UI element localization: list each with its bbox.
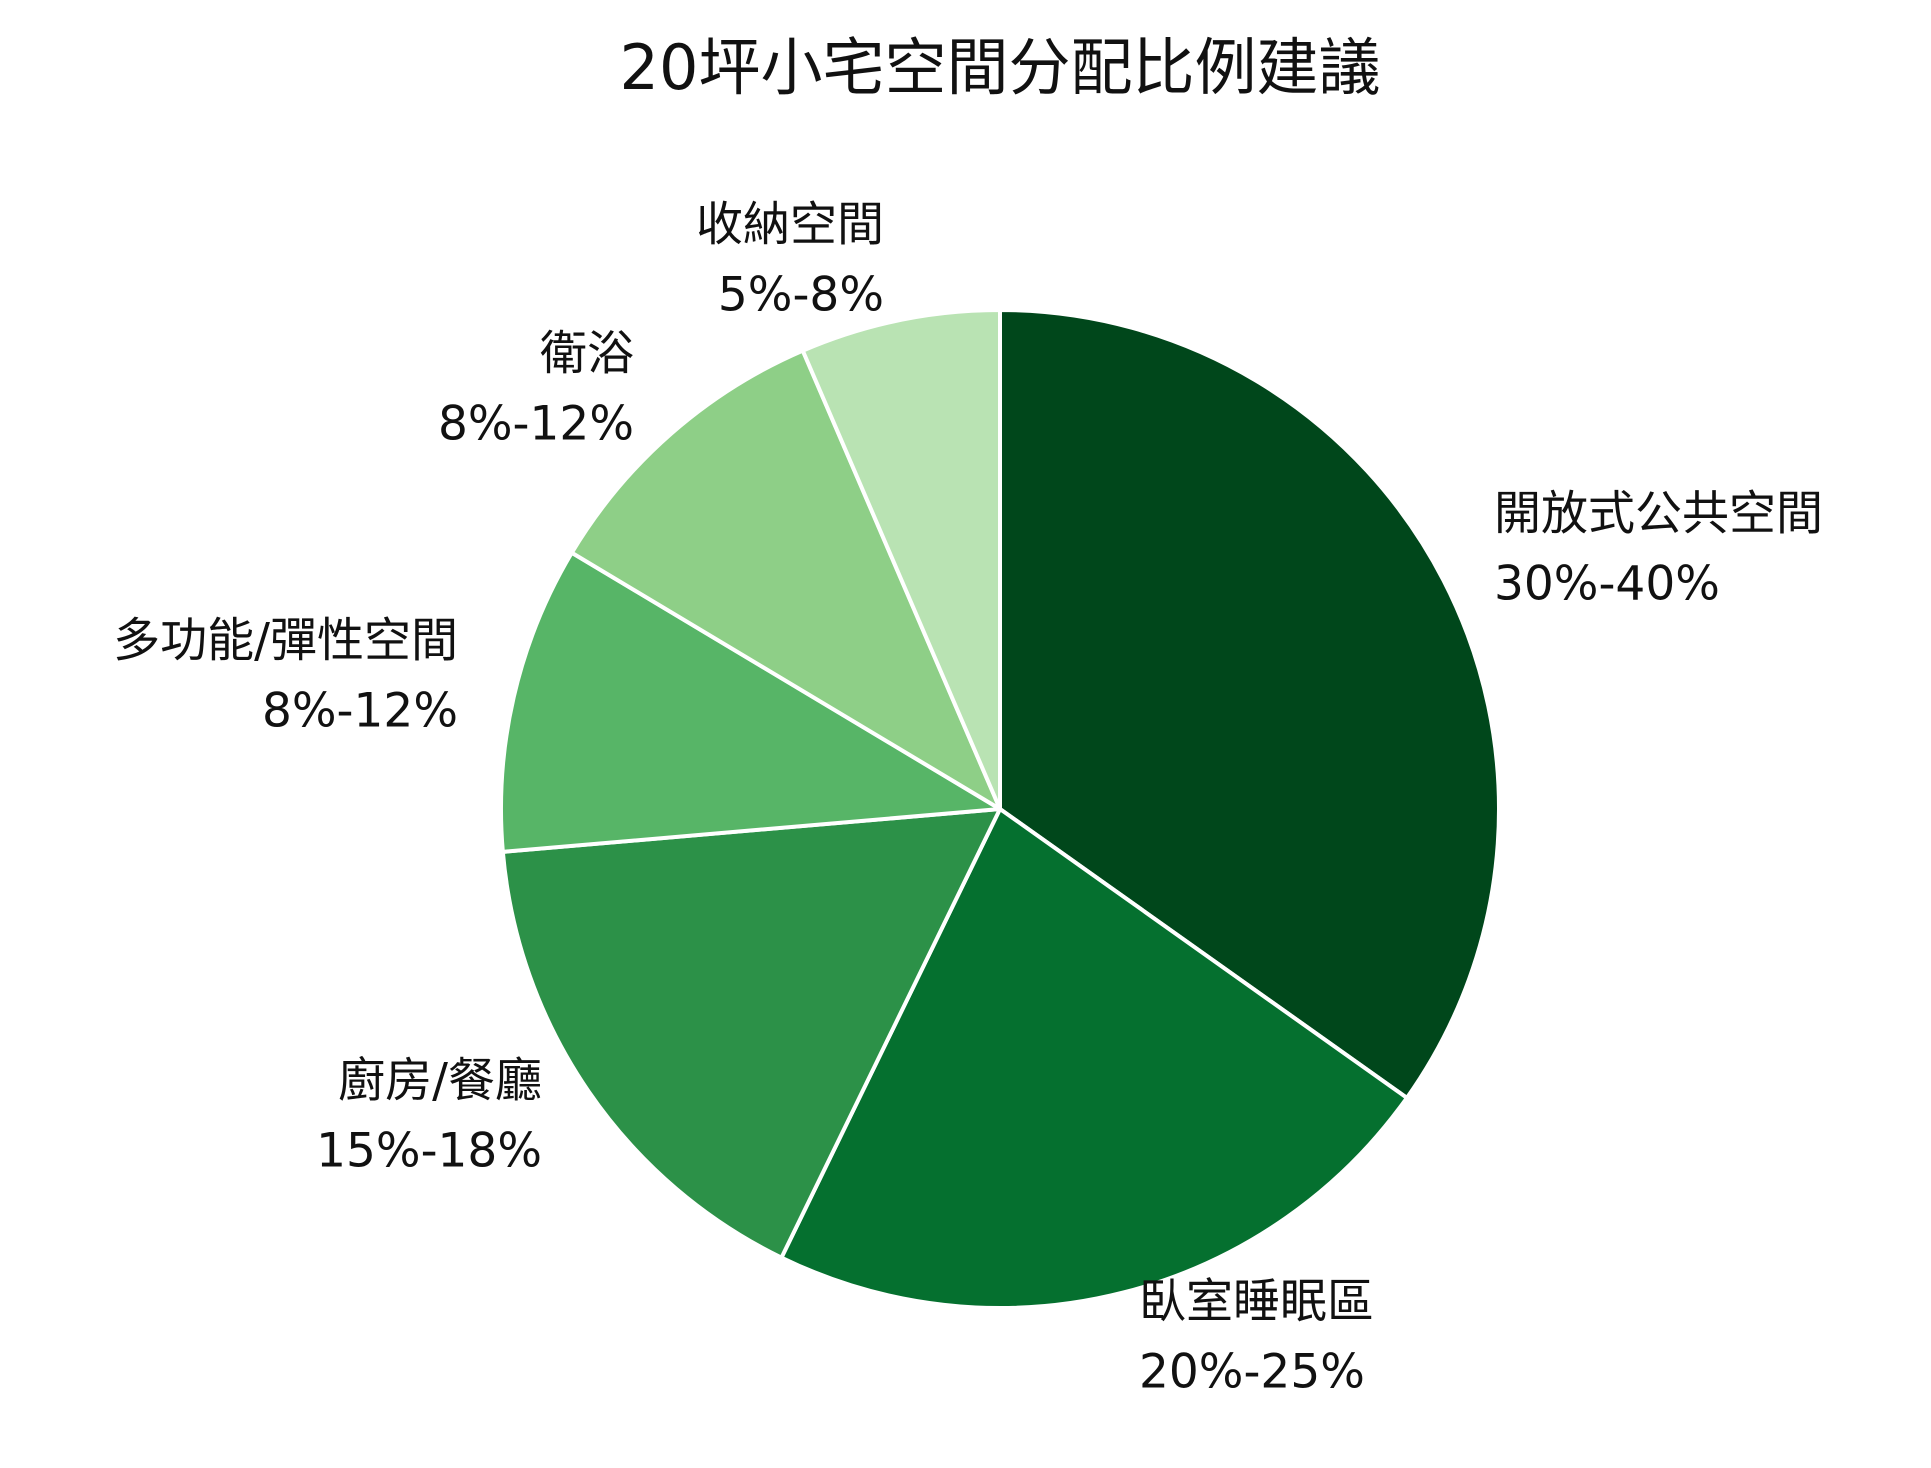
pie-slice bbox=[500, 807, 1002, 1260]
slice-value-label: 5%-8% bbox=[718, 268, 884, 323]
pie-slice bbox=[499, 550, 1002, 854]
slice-value-label: 20%-25% bbox=[1139, 1345, 1365, 1400]
slice-label: 收納空間 bbox=[696, 198, 884, 253]
slice-value-label: 8%-12% bbox=[262, 684, 458, 739]
pie-slice bbox=[800, 308, 1002, 811]
slice-value-label: 30%-40% bbox=[1494, 557, 1720, 612]
chart-title: 20坪小宅空間分配比例建議 bbox=[620, 31, 1381, 104]
slice-label: 開放式公共空間 bbox=[1494, 487, 1823, 542]
pie-slice bbox=[569, 348, 1002, 811]
pie-slice bbox=[998, 308, 1501, 1100]
pie-slice bbox=[779, 807, 1409, 1310]
slice-value-label: 15%-18% bbox=[316, 1124, 542, 1179]
slice-label: 臥室睡眠區 bbox=[1139, 1275, 1374, 1330]
slice-label: 衛浴 bbox=[540, 327, 634, 382]
slice-label: 多功能/彈性空間 bbox=[113, 614, 458, 669]
slice-value-label: 8%-12% bbox=[438, 397, 634, 452]
slice-label: 廚房/餐廳 bbox=[338, 1054, 542, 1109]
